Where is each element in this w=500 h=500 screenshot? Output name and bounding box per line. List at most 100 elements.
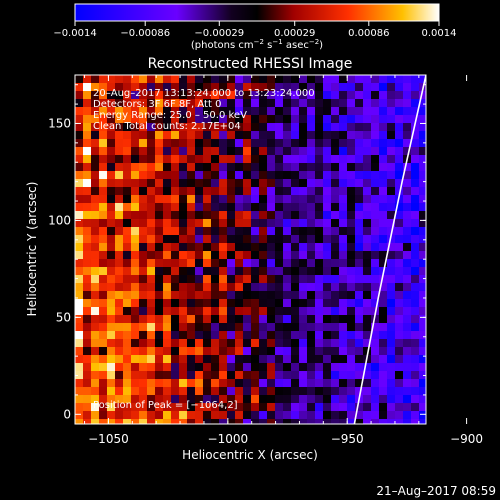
- heatmap-cell: [371, 131, 380, 140]
- heatmap-cell: [347, 379, 356, 388]
- heatmap-cell: [363, 307, 372, 316]
- heatmap-cell: [275, 171, 284, 180]
- heatmap-cell: [355, 259, 364, 268]
- heatmap-cell: [323, 107, 332, 116]
- heatmap-cell: [315, 139, 324, 148]
- heatmap-cell: [147, 91, 156, 100]
- heatmap-cell: [195, 187, 204, 196]
- heatmap-cell: [195, 387, 204, 396]
- heatmap-cell: [99, 395, 108, 404]
- heatmap-cell: [379, 259, 388, 268]
- heatmap-cell: [379, 147, 388, 156]
- heatmap-cell: [179, 147, 188, 156]
- heatmap-cell: [419, 75, 426, 84]
- heatmap-cell: [283, 259, 292, 268]
- heatmap-cell: [275, 163, 284, 172]
- heatmap-cell: [243, 363, 252, 372]
- heatmap-cell: [123, 235, 132, 244]
- heatmap-cell: [379, 99, 388, 108]
- heatmap-cell: [123, 387, 132, 396]
- heatmap-cell: [419, 355, 426, 364]
- heatmap-cell: [363, 243, 372, 252]
- heatmap-cell: [267, 387, 276, 396]
- heatmap-cell: [259, 307, 268, 316]
- heatmap-cell: [411, 179, 420, 188]
- heatmap-cell: [139, 75, 148, 84]
- heatmap-cell: [235, 179, 244, 188]
- heatmap-cell: [99, 347, 108, 356]
- heatmap-cell: [419, 363, 426, 372]
- heatmap-cell: [283, 315, 292, 324]
- heatmap-cell: [187, 267, 196, 276]
- heatmap-cell: [323, 251, 332, 260]
- heatmap-cell: [107, 219, 116, 228]
- heatmap-cell: [187, 411, 196, 420]
- heatmap-cell: [411, 131, 420, 140]
- heatmap-cell: [259, 83, 268, 92]
- heatmap-cell: [355, 267, 364, 276]
- heatmap-cell: [187, 251, 196, 260]
- heatmap-cell: [251, 395, 260, 404]
- heatmap-cell: [123, 75, 132, 84]
- heatmap-cell: [299, 315, 308, 324]
- heatmap-cell: [91, 387, 100, 396]
- heatmap-cell: [147, 187, 156, 196]
- heatmap-cell: [363, 115, 372, 124]
- heatmap-cell: [83, 355, 92, 364]
- heatmap-cell: [219, 291, 228, 300]
- heatmap-cell: [179, 387, 188, 396]
- heatmap-cell: [371, 339, 380, 348]
- heatmap-cell: [75, 99, 84, 108]
- heatmap-cell: [219, 131, 228, 140]
- heatmap-cell: [155, 251, 164, 260]
- heatmap-cell: [123, 163, 132, 172]
- heatmap-cell: [307, 107, 316, 116]
- heatmap-cell: [227, 123, 236, 132]
- heatmap-cell: [139, 123, 148, 132]
- heatmap-cell: [395, 107, 404, 116]
- heatmap-cell: [275, 339, 284, 348]
- heatmap-cell: [283, 363, 292, 372]
- heatmap-cell: [339, 115, 348, 124]
- heatmap-cell: [419, 115, 426, 124]
- heatmap-cell: [323, 211, 332, 220]
- heatmap-cell: [219, 219, 228, 228]
- heatmap-cell: [307, 91, 316, 100]
- heatmap-cell: [203, 267, 212, 276]
- heatmap-cell: [299, 411, 308, 420]
- heatmap-cell: [147, 275, 156, 284]
- heatmap-cell: [91, 403, 100, 412]
- heatmap-cell: [115, 131, 124, 140]
- heatmap-cell: [387, 259, 396, 268]
- heatmap-cell: [179, 379, 188, 388]
- heatmap-cell: [347, 299, 356, 308]
- heatmap-cell: [291, 227, 300, 236]
- heatmap-cell: [179, 251, 188, 260]
- heatmap-cell: [211, 171, 220, 180]
- heatmap-cell: [275, 291, 284, 300]
- heatmap-cell: [187, 187, 196, 196]
- heatmap-cell: [187, 115, 196, 124]
- heatmap-cell: [123, 275, 132, 284]
- heatmap-cell: [219, 139, 228, 148]
- heatmap-cell: [403, 323, 412, 332]
- heatmap-cell: [91, 411, 100, 420]
- heatmap-cell: [411, 171, 420, 180]
- heatmap-cell: [251, 355, 260, 364]
- heatmap-cell: [323, 179, 332, 188]
- heatmap-cell: [227, 131, 236, 140]
- heatmap-cell: [91, 147, 100, 156]
- heatmap-cell: [275, 123, 284, 132]
- heatmap-cell: [387, 251, 396, 260]
- heatmap-cell: [99, 259, 108, 268]
- heatmap-cell: [155, 259, 164, 268]
- heatmap-cell: [259, 139, 268, 148]
- heatmap-cell: [251, 291, 260, 300]
- heatmap-cell: [339, 291, 348, 300]
- heatmap-cell: [323, 339, 332, 348]
- heatmap-cell: [363, 147, 372, 156]
- heatmap-cell: [163, 219, 172, 228]
- heatmap-cell: [179, 227, 188, 236]
- heatmap-cell: [371, 347, 380, 356]
- heatmap-cell: [243, 395, 252, 404]
